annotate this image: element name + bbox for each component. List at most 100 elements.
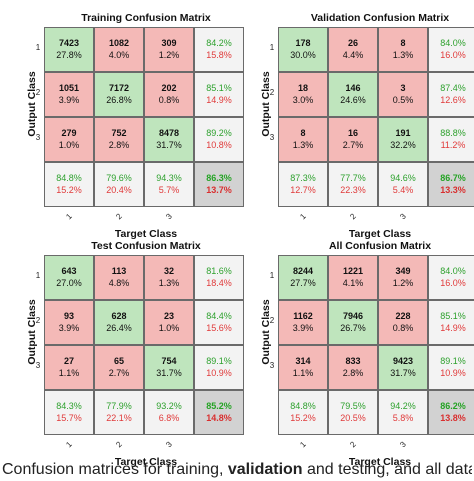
- x-tick-label: 3: [398, 211, 408, 222]
- y-tick-label: 3: [35, 133, 41, 142]
- column-recall-cell-percent: 22.1%: [106, 413, 132, 423]
- row-precision-cell: 88.8% 11.2%: [428, 117, 474, 162]
- column-recall-cell-percent: 5.7%: [158, 185, 180, 195]
- matrix-cell-percent: 1.2%: [392, 278, 414, 288]
- matrix-cell-percent: 3.0%: [292, 95, 314, 105]
- matrix-cell-value: 8: [300, 128, 306, 138]
- matrix-cell-value: 8: [400, 38, 406, 48]
- column-recall-cell: 79.6% 20.4%: [94, 162, 144, 207]
- matrix-grid: 7423 27.8% 1082 4.0% 309 1.2% 84.2% 15.8% 1051 3.…: [44, 27, 244, 207]
- row-precision-cell-value: 84.0%: [440, 266, 466, 276]
- row-precision-cell-value: 89.2%: [206, 128, 232, 138]
- matrix-cell: 191 32.2%: [378, 117, 428, 162]
- matrix-cell: 7423 27.8%: [44, 27, 94, 72]
- chart-title: Test Confusion Matrix: [91, 240, 201, 252]
- chart-title: All Confusion Matrix: [328, 240, 432, 252]
- x-axis-label: Target Class: [348, 228, 412, 240]
- matrix-cell-percent: 1.3%: [392, 50, 414, 60]
- matrix-cell-value: 32: [163, 266, 174, 276]
- y-tick-label: 2: [35, 316, 41, 325]
- matrix-cell: 3 0.5%: [378, 72, 428, 117]
- column-recall-cell-percent: 5.8%: [392, 413, 414, 423]
- overall-accuracy-cell-percent: 13.3%: [440, 185, 466, 195]
- column-recall-cell: 94.3% 5.7%: [144, 162, 194, 207]
- row-precision-cell-percent: 14.9%: [206, 95, 232, 105]
- matrix-cell: 1162 3.9%: [278, 300, 328, 345]
- caption-text-1: Confusion matrices for training,: [2, 461, 228, 478]
- matrix-cell: 314 1.1%: [278, 345, 328, 390]
- row-precision-cell-value: 81.6%: [206, 266, 232, 276]
- matrix-cell: 228 0.8%: [378, 300, 428, 345]
- row-precision-cell-value: 89.1%: [440, 356, 466, 366]
- overall-accuracy-cell-value: 86.2%: [440, 401, 466, 411]
- matrix-cell-value: 7423: [58, 38, 80, 48]
- row-precision-cell: 85.1% 14.9%: [194, 72, 244, 117]
- overall-accuracy-cell-percent: 13.7%: [206, 185, 232, 195]
- matrix-cell-percent: 1.2%: [158, 50, 180, 60]
- matrix-cell-value: 1051: [58, 83, 80, 93]
- matrix-cell-value: 9423: [392, 356, 414, 366]
- matrix-cell-percent: 24.6%: [340, 95, 366, 105]
- training-confusion-matrix: Training Confusion Matrix Output Class Tar…: [18, 12, 248, 242]
- row-precision-cell-value: 88.8%: [440, 128, 466, 138]
- row-precision-cell: 89.2% 10.8%: [194, 117, 244, 162]
- matrix-cell-percent: 26.4%: [106, 323, 132, 333]
- y-tick-label: 3: [269, 133, 275, 142]
- column-recall-cell: 79.5% 20.5%: [328, 390, 378, 435]
- x-tick-label: 3: [164, 439, 174, 450]
- matrix-cell: 7172 26.8%: [94, 72, 144, 117]
- column-recall-cell: 84.3% 15.7%: [44, 390, 94, 435]
- matrix-cell-value: 8244: [292, 266, 314, 276]
- column-recall-cell-value: 84.8%: [56, 173, 82, 183]
- matrix-cell: 628 26.4%: [94, 300, 144, 345]
- matrix-cell-value: 202: [161, 83, 177, 93]
- matrix-cell-value: 146: [345, 83, 361, 93]
- row-precision-cell-value: 84.4%: [206, 311, 232, 321]
- caption-text-bold: validation: [227, 461, 303, 478]
- matrix-cell: 32 1.3%: [144, 255, 194, 300]
- matrix-cell-percent: 31.7%: [156, 140, 182, 150]
- matrix-cell: 643 27.0%: [44, 255, 94, 300]
- matrix-cell: 279 1.0%: [44, 117, 94, 162]
- matrix-cell-percent: 2.8%: [108, 140, 130, 150]
- matrix-cell-value: 7946: [342, 311, 364, 321]
- column-recall-cell: 77.7% 22.3%: [328, 162, 378, 207]
- matrix-cell-value: 628: [111, 311, 127, 321]
- chart-title: Validation Confusion Matrix: [310, 12, 450, 24]
- matrix-cell-percent: 0.5%: [392, 95, 414, 105]
- overall-accuracy-cell-percent: 13.8%: [440, 413, 466, 423]
- row-precision-cell: 85.1% 14.9%: [428, 300, 474, 345]
- row-precision-cell-percent: 12.6%: [440, 95, 466, 105]
- column-recall-cell: 84.8% 15.2%: [278, 390, 328, 435]
- column-recall-cell-value: 94.2%: [390, 401, 416, 411]
- matrix-cell-value: 8478: [158, 128, 180, 138]
- column-recall-cell-value: 79.5%: [340, 401, 366, 411]
- all-confusion-matrix: All Confusion Matrix Output Class Target C…: [252, 240, 474, 470]
- column-recall-cell-value: 84.3%: [56, 401, 82, 411]
- matrix-cell: 26 4.4%: [328, 27, 378, 72]
- row-precision-cell-percent: 16.0%: [440, 278, 466, 288]
- column-recall-cell-percent: 20.4%: [106, 185, 132, 195]
- overall-accuracy-cell: 86.2% 13.8%: [428, 390, 474, 435]
- chart-title: Training Confusion Matrix: [81, 12, 211, 24]
- matrix-cell-percent: 0.8%: [158, 95, 180, 105]
- matrix-cell-value: 26: [347, 38, 358, 48]
- matrix-cell: 1221 4.1%: [328, 255, 378, 300]
- column-recall-cell-percent: 5.4%: [392, 185, 414, 195]
- column-recall-cell-percent: 12.7%: [290, 185, 316, 195]
- matrix-cell: 309 1.2%: [144, 27, 194, 72]
- matrix-cell-percent: 30.0%: [290, 50, 316, 60]
- matrix-cell: 146 24.6%: [328, 72, 378, 117]
- overall-accuracy-cell: 86.3% 13.7%: [194, 162, 244, 207]
- matrix-cell: 23 1.0%: [144, 300, 194, 345]
- y-tick-label: 1: [269, 271, 275, 280]
- x-tick-label: 2: [114, 439, 124, 450]
- matrix-cell-value: 3: [400, 83, 406, 93]
- matrix-cell-percent: 2.7%: [108, 368, 130, 378]
- matrix-cell-percent: 27.7%: [290, 278, 316, 288]
- column-recall-cell-value: 79.6%: [106, 173, 132, 183]
- column-recall-cell-percent: 6.8%: [158, 413, 180, 423]
- column-recall-cell-percent: 15.2%: [290, 413, 316, 423]
- matrix-cell-percent: 26.7%: [340, 323, 366, 333]
- x-axis-label: Target Class: [114, 228, 178, 240]
